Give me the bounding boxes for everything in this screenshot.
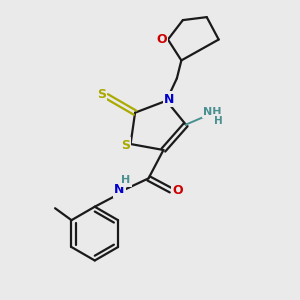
- Text: O: O: [156, 33, 167, 46]
- Text: N: N: [164, 93, 175, 106]
- Text: O: O: [172, 184, 183, 197]
- Text: H: H: [214, 116, 223, 126]
- Text: S: S: [97, 88, 106, 101]
- Text: H: H: [121, 175, 130, 185]
- Text: S: S: [121, 139, 130, 152]
- Text: NH: NH: [203, 107, 222, 117]
- Text: N: N: [114, 183, 125, 196]
